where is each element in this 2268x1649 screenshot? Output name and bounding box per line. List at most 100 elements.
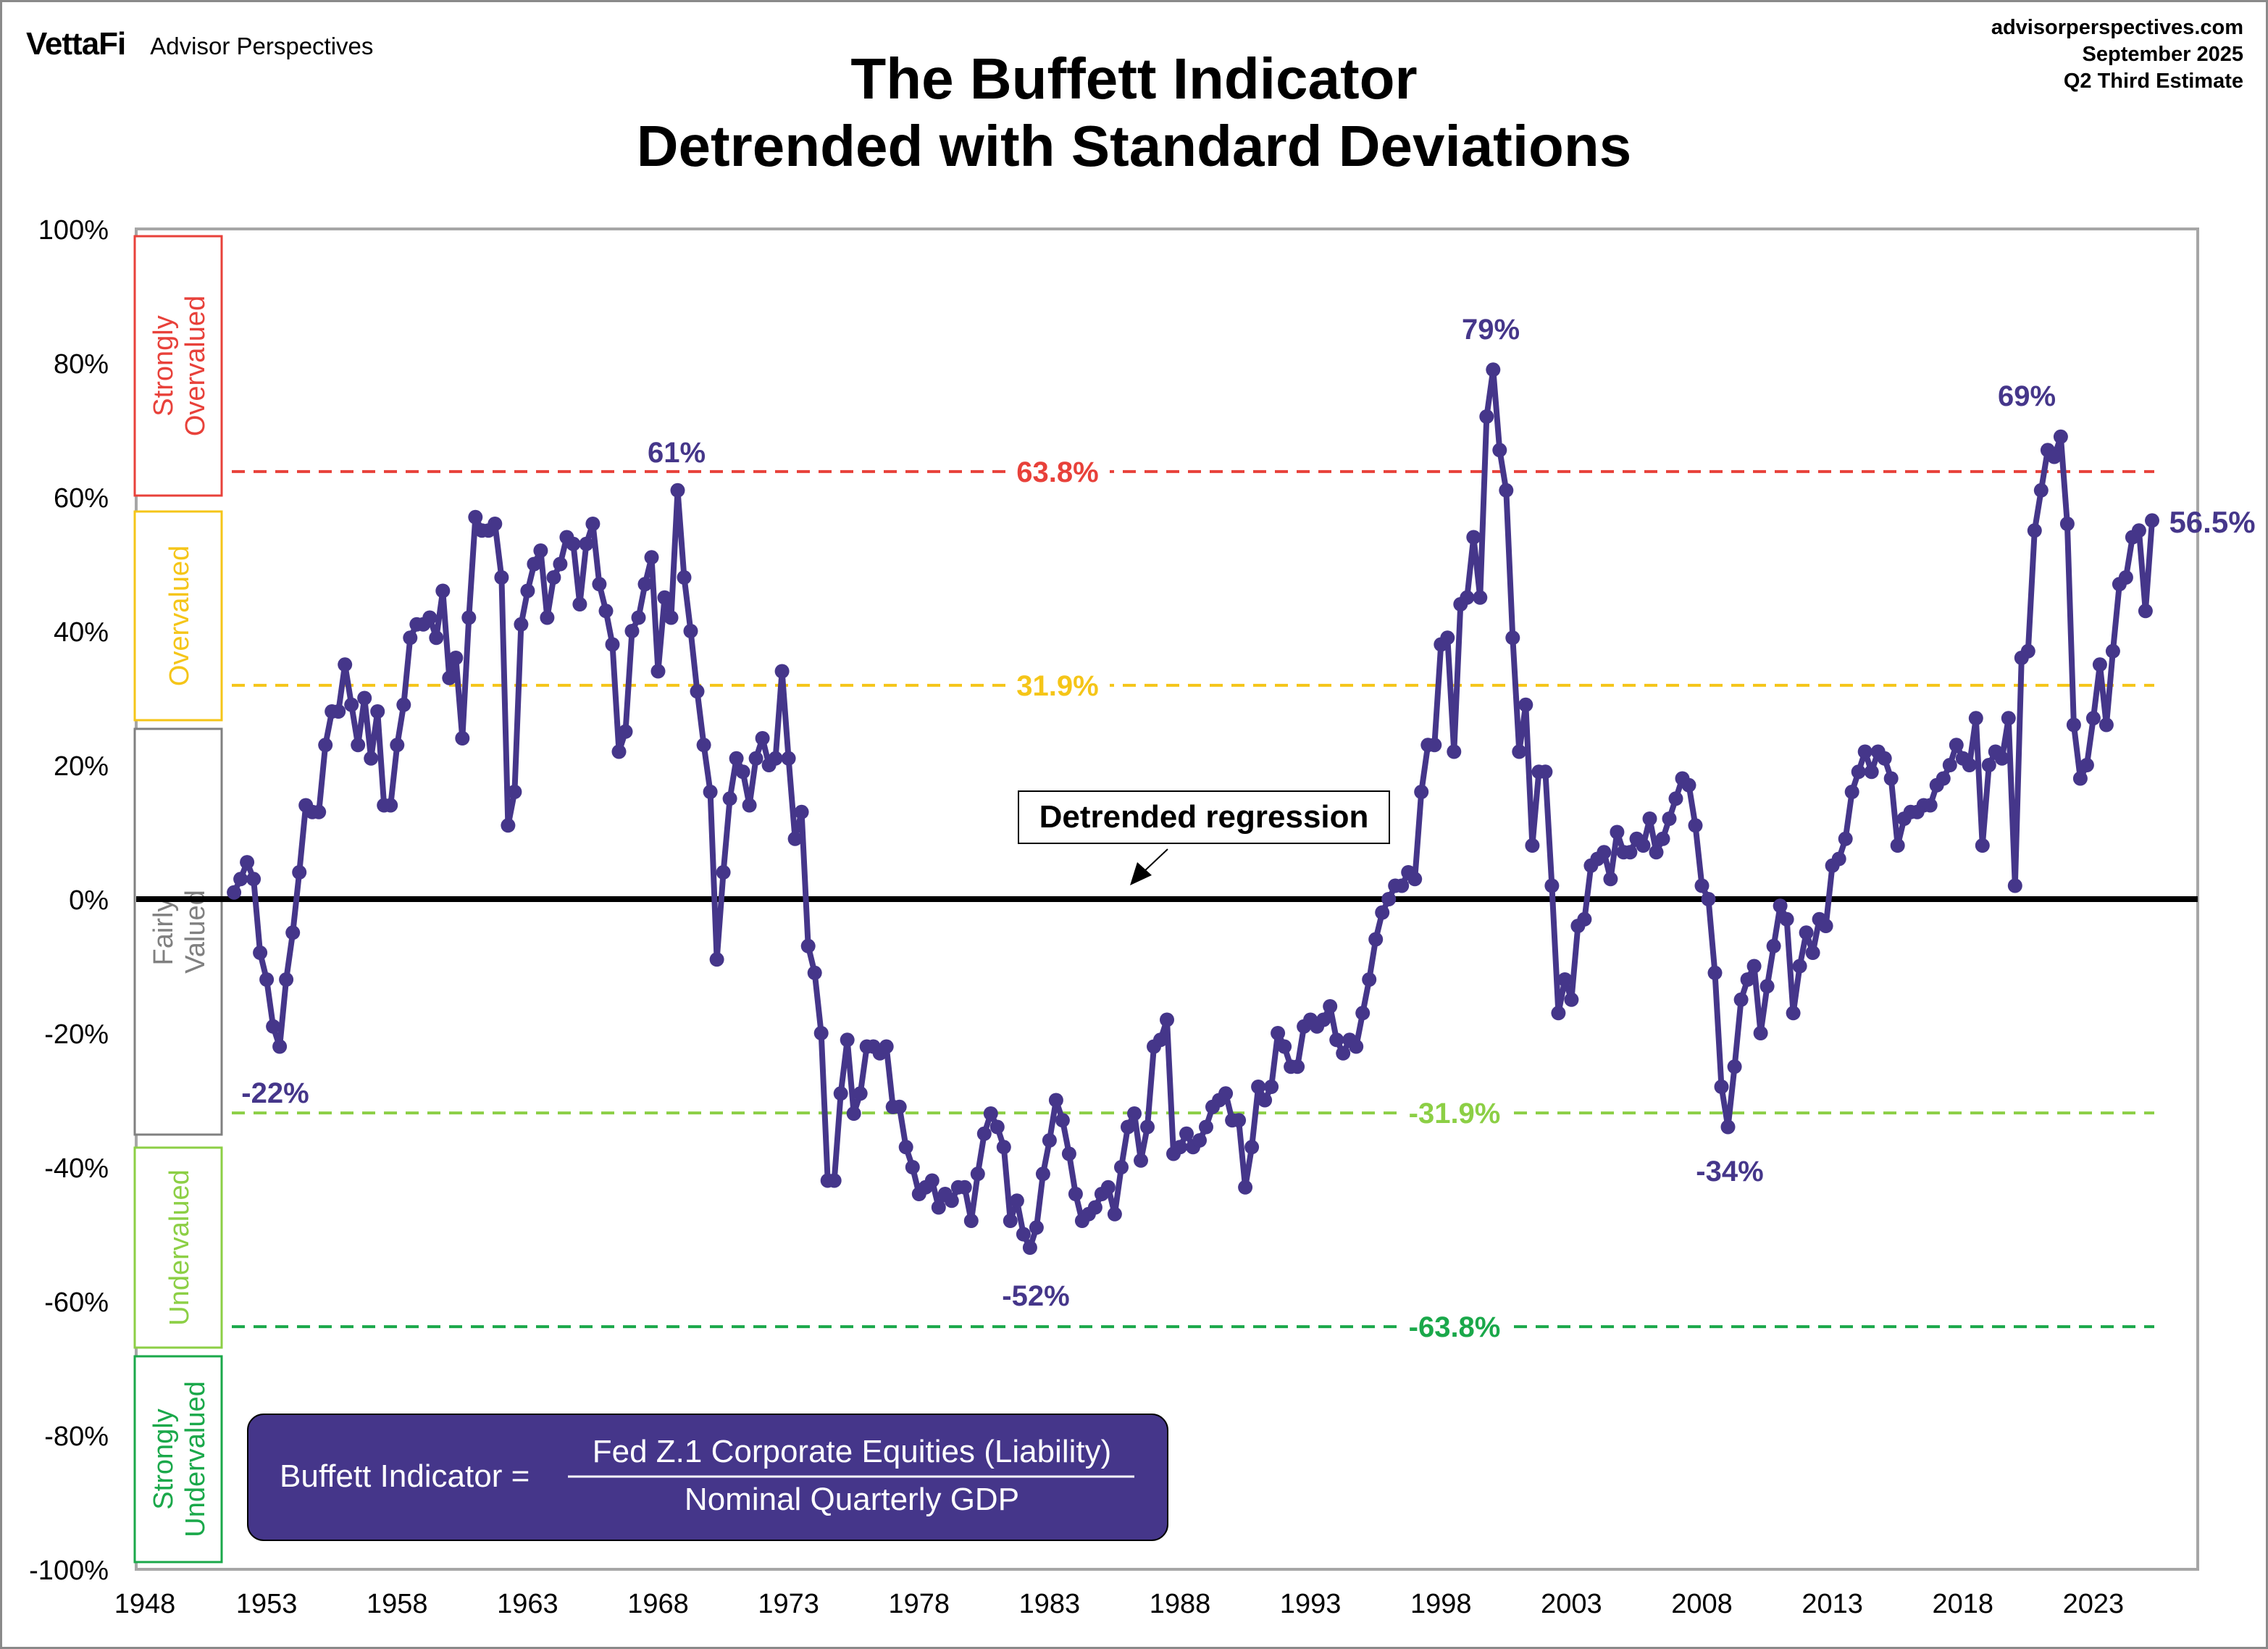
x-tick-label: 1948 xyxy=(114,1589,176,1619)
data-point xyxy=(1799,925,1814,940)
y-tick-label: -20% xyxy=(44,1019,109,1050)
data-point xyxy=(1114,1160,1129,1174)
data-point xyxy=(924,1173,940,1188)
data-point xyxy=(774,664,790,679)
data-point xyxy=(1759,979,1775,994)
data-point xyxy=(1877,751,1892,766)
data-point xyxy=(1714,1080,1729,1094)
y-tick-label: 20% xyxy=(54,751,109,782)
data-point xyxy=(1251,1080,1266,1094)
chart-title-block: The Buffett Indicator Detrended with Sta… xyxy=(0,45,2268,180)
data-point xyxy=(1746,959,1762,974)
data-point xyxy=(1048,1093,1063,1108)
data-point xyxy=(1968,711,1983,726)
data-point xyxy=(546,570,561,585)
data-point xyxy=(1192,1133,1207,1148)
x-tick-label: 1978 xyxy=(888,1589,950,1619)
formula-denominator: Nominal Quarterly GDP xyxy=(685,1482,1019,1517)
data-point xyxy=(1831,851,1846,867)
data-point xyxy=(1055,1113,1070,1128)
zone-box xyxy=(133,1146,223,1349)
data-point xyxy=(755,731,770,746)
threshold-label: 63.8% xyxy=(1016,456,1098,488)
data-point xyxy=(1479,409,1494,424)
annotation-peak-1968: 61% xyxy=(648,437,706,469)
data-point xyxy=(1512,744,1527,759)
data-point xyxy=(1753,1026,1768,1040)
data-point xyxy=(2007,878,2022,893)
data-point xyxy=(1636,838,1651,853)
formula-box: Buffett Indicator = Fed Z.1 Corporate Eq… xyxy=(247,1414,1168,1541)
data-point xyxy=(1949,738,1964,753)
data-point xyxy=(1922,798,1938,813)
data-point xyxy=(390,738,405,753)
data-point xyxy=(983,1106,998,1121)
website: advisorperspectives.com xyxy=(1991,16,2243,39)
data-point xyxy=(364,751,379,766)
data-point xyxy=(553,556,568,572)
data-point xyxy=(650,664,666,679)
data-point xyxy=(970,1166,985,1182)
threshold-label-bg xyxy=(1402,1311,1507,1343)
data-point xyxy=(266,1019,281,1034)
x-tick-label: 2013 xyxy=(1802,1589,1863,1619)
data-point xyxy=(1779,911,1794,927)
data-point xyxy=(1381,892,1397,906)
data-point xyxy=(233,872,248,887)
data-point xyxy=(1349,1039,1364,1054)
data-point xyxy=(540,610,555,625)
data-point xyxy=(1466,530,1481,545)
data-point xyxy=(1022,1240,1037,1255)
data-point xyxy=(2033,483,2049,498)
data-point xyxy=(1518,697,1533,712)
data-point xyxy=(2138,604,2153,619)
annotation-peak-2000: 79% xyxy=(1462,314,1520,346)
x-tick-label: 1953 xyxy=(236,1589,298,1619)
data-point xyxy=(800,938,816,953)
x-tick-label: 1958 xyxy=(367,1589,428,1619)
x-tick-label: 1988 xyxy=(1150,1589,1211,1619)
formula-numerator: Fed Z.1 Corporate Equities (Liability) xyxy=(593,1434,1112,1469)
zone-box xyxy=(133,727,223,1136)
annotation-latest: 56.5% xyxy=(2169,505,2255,539)
data-point xyxy=(1447,744,1462,759)
data-point xyxy=(1107,1206,1122,1222)
data-point xyxy=(1701,892,1716,906)
data-point xyxy=(976,1126,992,1141)
data-point xyxy=(461,610,477,625)
data-point xyxy=(1623,845,1638,860)
data-point xyxy=(846,1106,861,1121)
callout-arrow-line xyxy=(1142,848,1168,873)
data-point xyxy=(1818,919,1833,933)
data-point xyxy=(2118,570,2133,585)
brand-name: Advisor Perspectives xyxy=(150,33,374,59)
data-point xyxy=(1864,764,1879,780)
data-point xyxy=(1544,878,1560,893)
data-point xyxy=(1199,1119,1213,1135)
data-point xyxy=(690,684,705,699)
data-point xyxy=(1551,1006,1566,1021)
data-point xyxy=(370,704,385,719)
y-tick-label: -80% xyxy=(44,1422,109,1452)
data-point xyxy=(1121,1119,1135,1135)
data-point xyxy=(1473,590,1488,605)
x-tick-label: 2018 xyxy=(1932,1589,1993,1619)
data-point xyxy=(1460,590,1475,605)
data-point xyxy=(285,925,301,940)
data-point xyxy=(2059,517,2075,531)
data-point xyxy=(1277,1039,1292,1054)
data-point xyxy=(2079,758,2094,772)
data-point xyxy=(494,570,509,585)
data-point xyxy=(703,785,718,799)
vettafi-logo: VettaFi xyxy=(26,26,126,62)
data-point xyxy=(1042,1133,1057,1148)
data-point xyxy=(735,764,750,780)
data-point xyxy=(2131,523,2146,538)
data-point xyxy=(813,1026,829,1040)
data-point xyxy=(1805,945,1820,960)
annotation-low-1953: -22% xyxy=(241,1077,309,1109)
data-point xyxy=(1153,1032,1168,1048)
data-point xyxy=(637,577,653,592)
data-point xyxy=(259,972,275,987)
data-point xyxy=(957,1180,972,1195)
